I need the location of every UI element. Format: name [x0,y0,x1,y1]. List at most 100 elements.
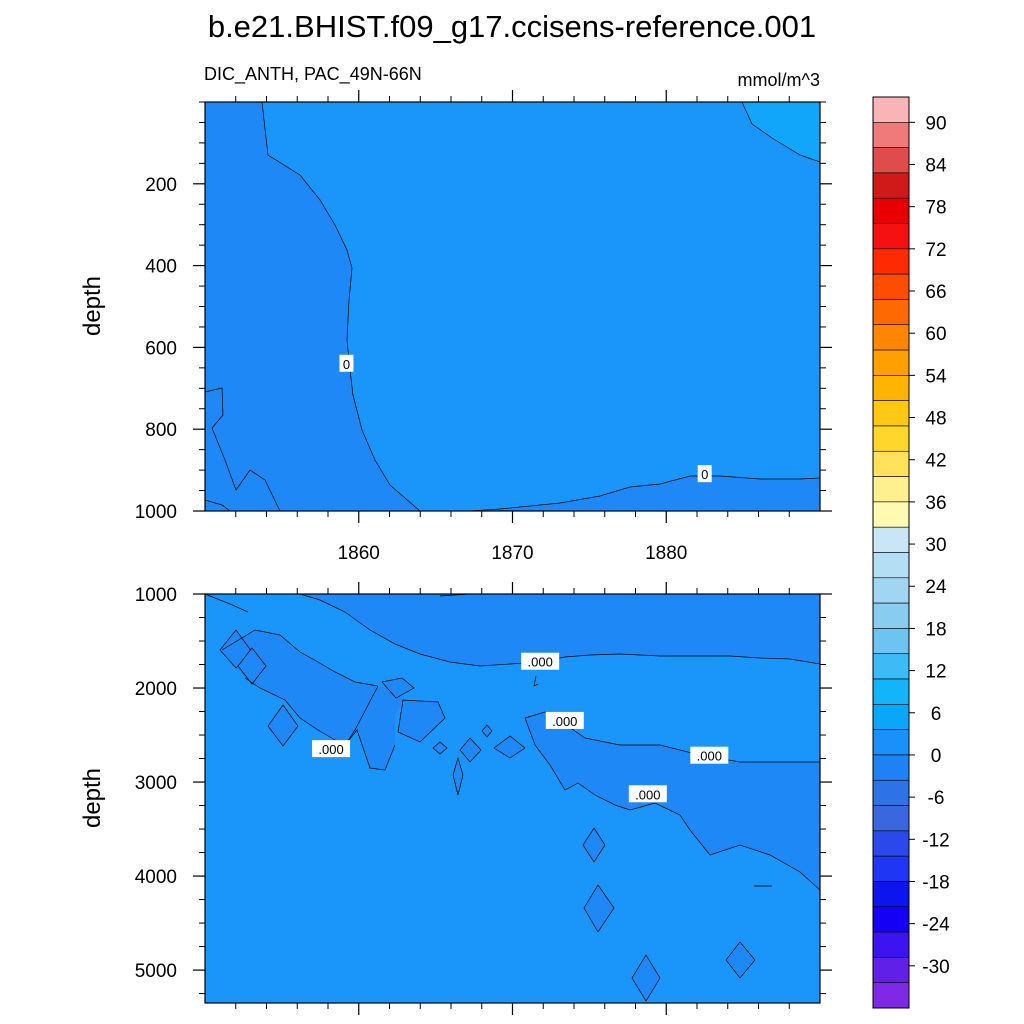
colorbar-swatch [872,96,910,123]
top-ytick-label: 1000 [135,502,177,523]
colorbar-frame [872,96,910,1009]
colorbar-swatch [872,248,910,275]
bottom-panel-upper-band [205,594,820,666]
top-ytick-label: 800 [145,420,177,441]
top-panel-subtitle-right: mmol/m^3 [738,70,820,90]
bottom-contour-label: .000 [552,714,577,729]
colorbar-swatch [872,197,910,224]
colorbar-swatch [872,552,910,579]
colorbar-label: -6 [928,788,945,809]
bottom-contour-line [533,675,539,687]
colorbar: 908478726660544842363024181260-6-12-18-2… [872,96,950,1009]
colorbar-label: 84 [925,155,947,176]
colorbar-swatch [872,729,910,756]
colorbar-label: -12 [922,830,949,851]
bottom-panel: .000 .000 .000 .000 .000 1000 2000 3000 4000 500… [135,582,832,1015]
colorbar-label: 0 [931,746,942,767]
top-contour-line-deep [469,475,821,512]
bottom-contour-label-box [690,746,729,764]
colorbar-swatch [872,425,910,452]
colorbar-label: -24 [922,915,950,936]
bottom-contour-label-box [545,711,584,729]
colorbar-swatch [872,349,910,376]
colorbar-label: 78 [925,198,946,219]
colorbar-swatch [872,779,910,806]
colorbar-swatch [872,653,910,680]
colorbar-label: -30 [922,957,949,978]
top-panel-ylabel: depth [79,276,106,336]
colorbar-swatch [872,147,910,174]
colorbar-label: -18 [922,872,949,893]
colorbar-label: 90 [925,113,946,134]
colorbar-swatch [872,704,910,730]
top-contour-line-left [204,387,281,512]
bottom-panel-right-region [525,712,820,890]
colorbar-swatch [872,172,910,199]
colorbar-swatch [872,375,910,401]
top-panel-deep-region [205,476,820,511]
top-contour-line-left-2 [204,499,231,512]
bottom-small-contour [459,737,482,763]
colorbar-label: 18 [925,619,946,640]
top-contour-line-corner [741,101,821,163]
colorbar-label: 48 [925,409,946,430]
bottom-contour-label-box [312,740,351,758]
colorbar-swatch [872,678,910,705]
bottom-contour-line [344,685,379,746]
top-panel-lower-region [205,102,420,511]
top-contour-line [261,101,421,512]
top-xtick-label: 1870 [491,543,533,564]
bottom-contour-label: .000 [697,749,722,764]
bottom-small-contour [432,741,448,755]
bottom-diamond [237,647,267,685]
top-xtick-label: 1860 [338,543,380,564]
colorbar-label: 54 [925,366,947,387]
colorbar-swatch [872,577,910,604]
bottom-small-contour [481,724,493,738]
top-contour-label-box [339,354,354,372]
top-ytick-label: 200 [145,175,177,196]
top-panel-ticks: 200 400 600 800 1000 1860 1870 1880 [135,90,832,564]
colorbar-swatch [872,450,910,477]
colorbar-label: 36 [925,493,946,514]
bottom-small-contour [452,756,464,796]
colorbar-swatch [872,754,910,781]
top-ytick-label: 600 [145,338,177,359]
top-contour-labels: 00 [339,354,712,483]
bottom-ytick-label: 4000 [135,867,177,888]
bottom-contour-label: .000 [635,787,660,802]
bottom-panel-ticks: 1000 2000 3000 4000 5000 [135,582,832,1015]
bottom-ytick-label: 1000 [135,585,177,606]
top-xtick-label: 1880 [645,543,687,564]
bottom-panel-slope-region [222,630,403,770]
colorbar-label: 60 [925,324,946,345]
colorbar-label: 24 [925,577,947,598]
top-panel-corner-region [742,102,820,162]
colorbar-label: 30 [925,535,946,556]
bottom-small-contour [397,699,446,743]
bottom-diamond [267,704,299,747]
colorbar-swatch [872,476,910,503]
bottom-ytick-label: 5000 [135,961,177,982]
colorbar-swatch [872,223,910,250]
bottom-panel-ylabel: depth [79,768,106,828]
top-contour-label: 0 [701,467,708,482]
top-contour-label-box [697,465,712,483]
colorbar-label: 66 [925,282,946,303]
colorbar-swatch [872,299,910,326]
bottom-contour-label: .000 [318,742,343,757]
bottom-contour-line [204,593,249,613]
bottom-diamond [582,827,606,863]
top-contour-label: 0 [343,357,350,372]
bottom-contour-line [524,717,821,891]
bottom-diamond [725,941,756,979]
colorbar-swatch [872,602,910,629]
colorbar-swatch [872,906,910,933]
bottom-contour-label: .000 [528,655,553,670]
colorbar-swatch [872,324,910,351]
bottom-contour-labels: .000 .000 .000 .000 .000 [312,652,729,803]
bottom-small-contour [493,735,526,759]
colorbar-swatch [872,501,910,528]
